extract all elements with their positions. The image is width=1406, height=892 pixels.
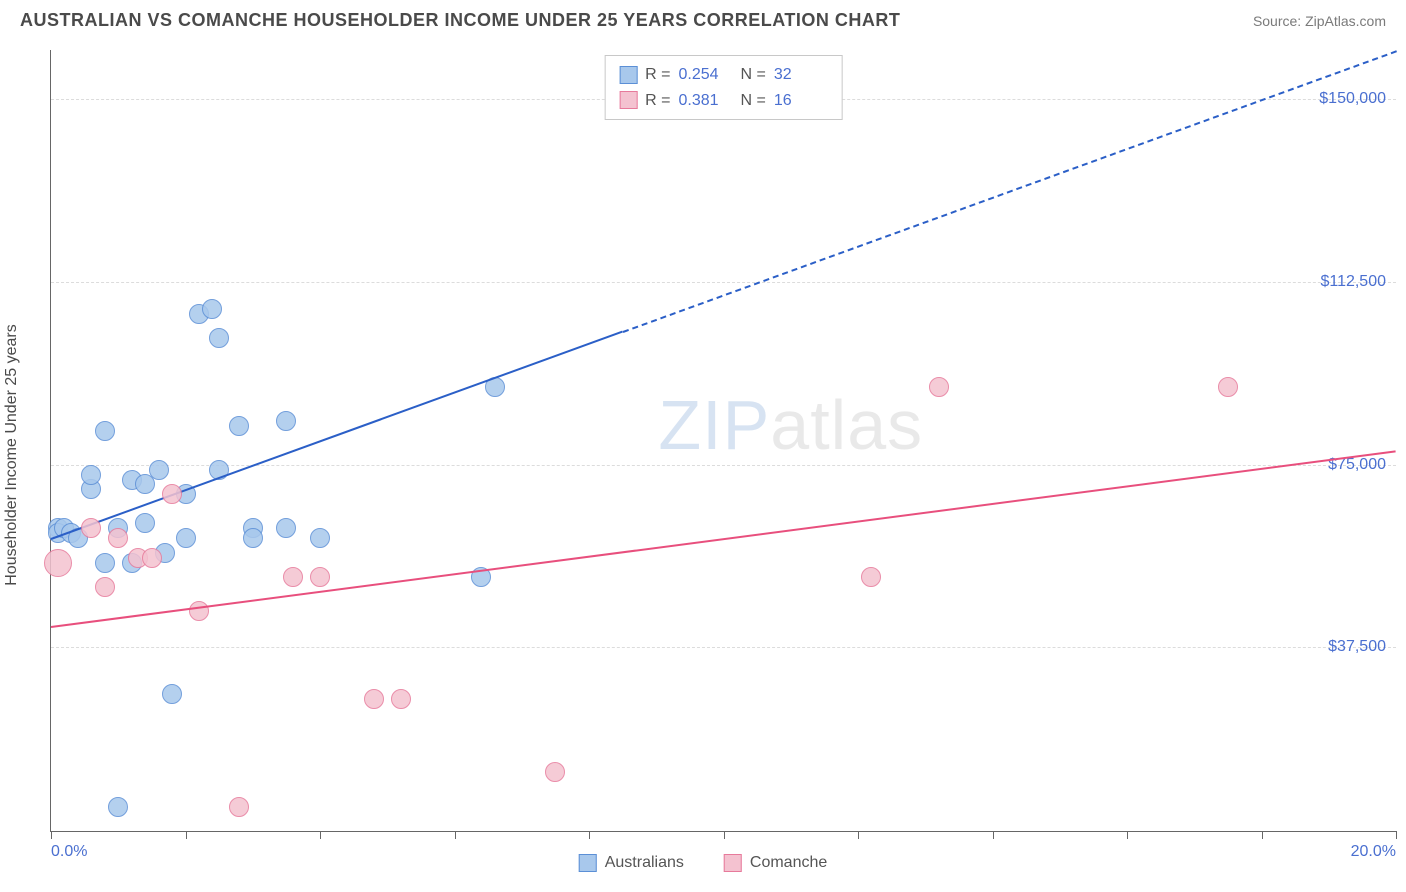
- watermark-zip: ZIP: [658, 386, 770, 464]
- data-point: [95, 577, 115, 597]
- data-point: [44, 549, 72, 577]
- data-point: [162, 684, 182, 704]
- x-axis-start: 0.0%: [51, 843, 87, 861]
- x-tick: [1127, 831, 1128, 839]
- gridline: [51, 647, 1396, 648]
- correlation-legend-row: R = 0.254 N = 32: [619, 62, 828, 88]
- chart-header: AUSTRALIAN VS COMANCHE HOUSEHOLDER INCOM…: [0, 0, 1406, 39]
- chart-plot-area: ZIPatlas $37,500$75,000$112,500$150,0000…: [50, 50, 1396, 832]
- data-point: [243, 528, 263, 548]
- data-point: [276, 411, 296, 431]
- y-tick-label: $150,000: [1319, 90, 1386, 108]
- data-point: [202, 299, 222, 319]
- x-tick: [724, 831, 725, 839]
- legend-swatch: [579, 854, 597, 872]
- watermark: ZIPatlas: [658, 385, 923, 465]
- legend-label: Australians: [605, 854, 684, 872]
- source-label: Source: ZipAtlas.com: [1253, 13, 1386, 29]
- watermark-atlas: atlas: [770, 386, 923, 464]
- n-value: 16: [774, 88, 828, 114]
- y-axis-label: Householder Income Under 25 years: [3, 324, 21, 585]
- chart-title: AUSTRALIAN VS COMANCHE HOUSEHOLDER INCOM…: [20, 10, 900, 31]
- r-value: 0.381: [679, 88, 733, 114]
- data-point: [95, 553, 115, 573]
- r-label: R =: [645, 88, 670, 114]
- n-value: 32: [774, 62, 828, 88]
- data-point: [861, 567, 881, 587]
- data-point: [108, 528, 128, 548]
- x-tick: [186, 831, 187, 839]
- data-point: [135, 513, 155, 533]
- data-point: [149, 460, 169, 480]
- r-value: 0.254: [679, 62, 733, 88]
- n-label: N =: [741, 62, 766, 88]
- trend-line: [51, 331, 623, 540]
- x-tick: [858, 831, 859, 839]
- data-point: [283, 567, 303, 587]
- data-point: [391, 689, 411, 709]
- data-point: [364, 689, 384, 709]
- data-point: [310, 528, 330, 548]
- correlation-legend-row: R = 0.381 N = 16: [619, 88, 828, 114]
- r-label: R =: [645, 62, 670, 88]
- x-tick: [51, 831, 52, 839]
- legend-label: Comanche: [750, 854, 827, 872]
- x-tick: [320, 831, 321, 839]
- legend-item: Comanche: [724, 854, 827, 872]
- data-point: [929, 377, 949, 397]
- data-point: [81, 518, 101, 538]
- x-axis-end: 20.0%: [1351, 843, 1396, 861]
- x-tick: [589, 831, 590, 839]
- x-tick: [1262, 831, 1263, 839]
- data-point: [209, 328, 229, 348]
- data-point: [310, 567, 330, 587]
- data-point: [276, 518, 296, 538]
- data-point: [162, 484, 182, 504]
- y-tick-label: $112,500: [1320, 273, 1386, 291]
- data-point: [142, 548, 162, 568]
- data-point: [95, 421, 115, 441]
- legend-item: Australians: [579, 854, 684, 872]
- x-tick: [455, 831, 456, 839]
- data-point: [108, 797, 128, 817]
- legend-swatch: [724, 854, 742, 872]
- data-point: [1218, 377, 1238, 397]
- data-point: [229, 797, 249, 817]
- data-point: [189, 601, 209, 621]
- gridline: [51, 282, 1396, 283]
- y-tick-label: $37,500: [1328, 638, 1386, 656]
- data-point: [229, 416, 249, 436]
- data-point: [81, 465, 101, 485]
- legend-swatch: [619, 66, 637, 84]
- x-tick: [993, 831, 994, 839]
- correlation-legend: R = 0.254 N = 32 R = 0.381 N = 16: [604, 55, 843, 120]
- x-tick: [1396, 831, 1397, 839]
- legend-bottom: Australians Comanche: [579, 854, 828, 872]
- data-point: [545, 762, 565, 782]
- data-point: [176, 528, 196, 548]
- n-label: N =: [741, 88, 766, 114]
- legend-swatch: [619, 91, 637, 109]
